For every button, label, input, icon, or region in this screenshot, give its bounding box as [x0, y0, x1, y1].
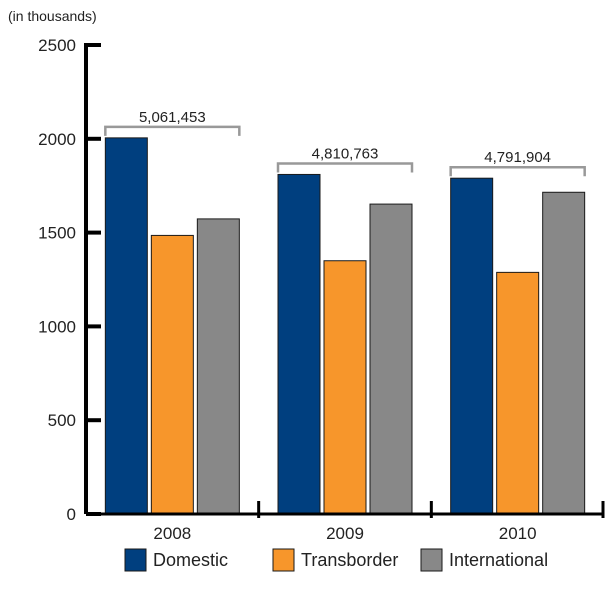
- legend-label-domestic: Domestic: [153, 550, 228, 570]
- bar-transborder-2009: [323, 260, 367, 515]
- total-label-2010: 4,791,904: [484, 149, 551, 166]
- total-bracket: [449, 165, 586, 177]
- y-tick-label: 1000: [38, 317, 76, 336]
- bar-international-2010: [542, 191, 586, 515]
- total-bracket: [276, 162, 414, 173]
- x-tick-label-2009: 2009: [326, 524, 364, 543]
- bar-domestic-2008: [104, 137, 148, 515]
- y-tick-label: 0: [67, 505, 76, 524]
- legend-label-transborder: Transborder: [301, 550, 398, 570]
- bar-international-2008: [196, 218, 240, 515]
- legend-label-international: International: [449, 550, 548, 570]
- unit-note: (in thousands): [8, 8, 97, 24]
- total-label-2009: 4,810,763: [312, 145, 379, 162]
- legend-swatch-domestic: [124, 548, 147, 572]
- x-tick-label-2008: 2008: [153, 524, 191, 543]
- y-tick-label: 2000: [38, 130, 76, 149]
- bar-transborder-2008: [150, 234, 194, 515]
- bar-domestic-2009: [277, 173, 321, 515]
- y-tick-label: 1500: [38, 224, 76, 243]
- legend-swatch-transborder: [272, 548, 295, 572]
- y-tick-label: 2500: [38, 36, 76, 55]
- bar-transborder-2010: [496, 271, 540, 515]
- bar-international-2009: [369, 203, 413, 515]
- y-tick-label: 500: [48, 411, 76, 430]
- bar-domestic-2010: [450, 177, 494, 515]
- x-tick-label-2010: 2010: [499, 524, 537, 543]
- legend-swatch-international: [420, 548, 443, 572]
- total-bracket: [104, 125, 241, 136]
- total-label-2008: 5,061,453: [139, 109, 206, 126]
